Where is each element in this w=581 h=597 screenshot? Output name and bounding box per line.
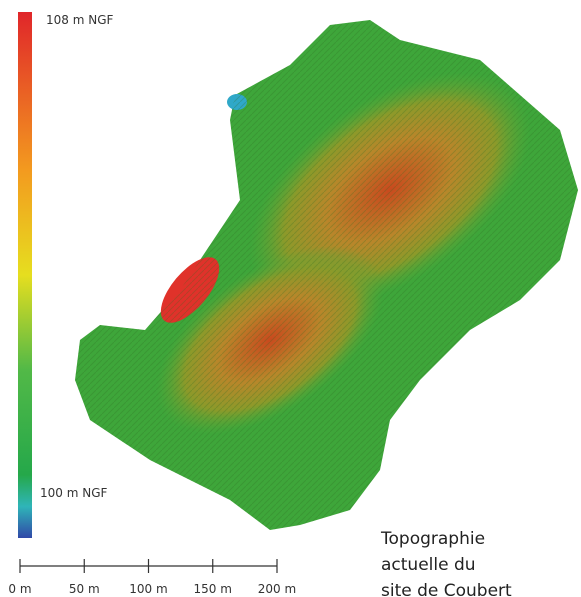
caption-line: actuelle du [381,555,476,575]
scale-label: 200 m [258,582,296,596]
legend-bottom-label: 100 m NGF [40,486,107,500]
scale-label: 50 m [69,582,100,596]
terrain [75,20,578,530]
legend-top-label: 108 m NGF [46,13,113,27]
caption: Topographie actuelle du site de Coubert [380,529,512,597]
color-bar [18,12,32,538]
scale-label: 100 m [129,582,167,596]
scale-label: 150 m [194,582,232,596]
caption-line: Topographie [380,529,485,549]
terrain-texture [75,20,578,530]
scale-label: 0 m [8,582,31,596]
caption-line: site de Coubert [381,581,512,597]
color-legend: 108 m NGF 100 m NGF [18,12,113,538]
scale-bar: 0 m 50 m 100 m 150 m 200 m [8,559,296,596]
